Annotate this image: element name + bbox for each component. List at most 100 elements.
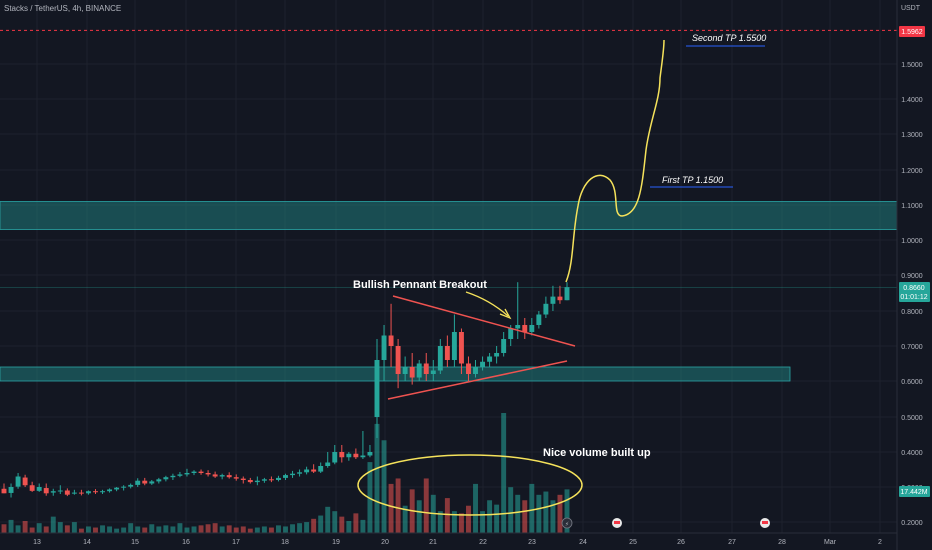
candle-body bbox=[15, 476, 21, 487]
candle-body bbox=[339, 452, 345, 458]
volume-bar bbox=[311, 518, 317, 533]
time-tick-label: 22 bbox=[479, 539, 487, 546]
candle-body bbox=[529, 325, 535, 332]
resistance-support-zones bbox=[0, 201, 898, 382]
volume-bar bbox=[43, 526, 49, 533]
volume-bar bbox=[402, 505, 408, 533]
volume-bar bbox=[15, 525, 21, 533]
volume-bar bbox=[451, 511, 457, 533]
event-icon-1[interactable]: ⚡ bbox=[561, 517, 573, 529]
candle-body bbox=[240, 478, 246, 480]
volume-bar bbox=[395, 478, 401, 533]
candle-body bbox=[444, 346, 450, 360]
volume-bar bbox=[170, 526, 176, 533]
candle-body bbox=[247, 480, 253, 483]
volume-bar bbox=[107, 526, 113, 533]
candle-body bbox=[430, 370, 436, 374]
volume-bar bbox=[71, 522, 77, 533]
volume-bar bbox=[261, 526, 267, 533]
volume-bar bbox=[487, 500, 493, 533]
svg-text:17.442M: 17.442M bbox=[900, 489, 927, 496]
candle-body bbox=[402, 367, 408, 374]
candle-body bbox=[233, 477, 239, 479]
earnings-icon-1[interactable] bbox=[612, 518, 622, 528]
volume-bar bbox=[184, 527, 190, 533]
candle-body bbox=[550, 296, 556, 304]
price-tick-label: 0.5000 bbox=[901, 415, 923, 422]
time-tick-label: 13 bbox=[33, 539, 41, 546]
volume-bar bbox=[297, 523, 303, 533]
candle-body bbox=[107, 489, 113, 492]
time-tick-label: 14 bbox=[83, 539, 91, 546]
volume-bar bbox=[529, 483, 535, 533]
target-price-label: 1.5962 bbox=[899, 26, 925, 37]
volume-bar bbox=[29, 527, 35, 533]
price-tick-label: 1.1000 bbox=[901, 203, 923, 210]
candle-body bbox=[458, 332, 464, 364]
volume-bar bbox=[198, 525, 204, 533]
candle-body bbox=[332, 452, 338, 463]
volume-bar bbox=[381, 440, 387, 533]
candle-body bbox=[346, 453, 352, 458]
volume-highlight-ellipse bbox=[357, 454, 583, 516]
candle-body bbox=[374, 360, 380, 417]
volume-bar bbox=[423, 478, 429, 533]
volume-bar bbox=[85, 526, 91, 533]
price-zone bbox=[0, 201, 898, 230]
volume-bar bbox=[22, 521, 28, 533]
price-tick-label: 1.2000 bbox=[901, 168, 923, 175]
time-tick-label: 21 bbox=[429, 539, 437, 546]
volume-bar bbox=[494, 504, 500, 533]
candle-body bbox=[564, 287, 570, 301]
candle-body bbox=[85, 491, 91, 494]
price-axis[interactable] bbox=[897, 0, 932, 550]
candle-body bbox=[275, 477, 281, 480]
candle-body bbox=[57, 490, 63, 492]
candle-body bbox=[283, 475, 288, 478]
volume-bar bbox=[501, 413, 507, 533]
candle-body bbox=[22, 477, 28, 486]
volume-bar bbox=[367, 462, 373, 533]
volume-bar bbox=[550, 500, 556, 533]
volume-bar bbox=[290, 524, 296, 533]
volume-bar bbox=[205, 524, 211, 533]
time-tick-label: 17 bbox=[232, 539, 240, 546]
svg-text:0.8660: 0.8660 bbox=[903, 285, 925, 292]
candle-body bbox=[367, 452, 373, 456]
candle-body bbox=[8, 487, 14, 493]
projection-path bbox=[565, 39, 665, 283]
candle-body bbox=[135, 480, 141, 485]
symbol-header: Stacks / TetherUS, 4h, BINANCE bbox=[4, 4, 122, 13]
volume-bar bbox=[8, 519, 14, 533]
volume-bar bbox=[149, 524, 155, 533]
time-axis-ticks: 13 14 15 16 17 18 19 20 21 22 23 24 25 26 27 28 Mar 2 bbox=[33, 539, 882, 546]
candle-body bbox=[36, 487, 42, 491]
volume-note-label: Nice volume built up bbox=[543, 447, 651, 459]
time-tick-label: 18 bbox=[281, 539, 289, 546]
time-tick-label: 23 bbox=[528, 539, 536, 546]
volume-bar bbox=[536, 494, 542, 533]
volume-bar bbox=[304, 522, 310, 533]
candle-body bbox=[226, 475, 232, 478]
candle-body bbox=[360, 455, 366, 458]
time-tick-label: 2 bbox=[878, 539, 882, 546]
volume-bar bbox=[437, 511, 443, 533]
time-tick-label: 27 bbox=[728, 539, 736, 546]
candle-body bbox=[557, 296, 563, 301]
volume-bar bbox=[156, 526, 162, 533]
pennant-label: Bullish Pennant Breakout bbox=[353, 279, 487, 291]
volume-bar bbox=[268, 527, 274, 533]
candle-body bbox=[219, 475, 225, 477]
svg-text:⚡: ⚡ bbox=[565, 521, 569, 528]
volume-bar bbox=[416, 500, 422, 533]
earnings-icon-2[interactable] bbox=[760, 518, 770, 528]
price-tick-label: 1.5000 bbox=[901, 62, 923, 69]
price-tick-label: 1.3000 bbox=[901, 132, 923, 139]
candle-body bbox=[543, 303, 549, 315]
price-tick-label: 0.7000 bbox=[901, 344, 923, 351]
volume-bar bbox=[346, 521, 352, 533]
volume-bar bbox=[332, 511, 338, 533]
price-tick-label: 0.6000 bbox=[901, 379, 923, 386]
candle-body bbox=[71, 492, 77, 494]
